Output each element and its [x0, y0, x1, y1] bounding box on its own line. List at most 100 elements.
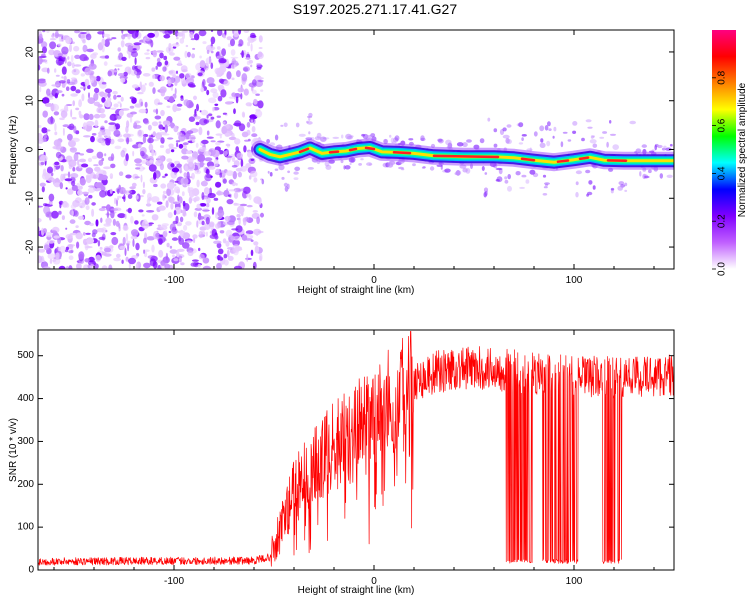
noise-blob — [135, 195, 139, 200]
noise-blob — [88, 194, 93, 199]
noise-blob — [206, 49, 210, 55]
noise-blob — [250, 43, 253, 52]
signal-scatter — [483, 187, 489, 193]
signal-scatter — [506, 124, 512, 128]
signal-scatter — [666, 174, 673, 178]
noise-blob — [258, 35, 263, 43]
noise-blob — [191, 139, 196, 143]
signal-scatter — [654, 144, 657, 151]
noise-blob — [111, 37, 117, 40]
signal-scatter — [438, 138, 444, 144]
noise-blob — [231, 228, 239, 231]
noise-blob — [65, 234, 73, 239]
signal-scatter — [539, 125, 545, 132]
noise-blob — [128, 257, 136, 265]
noise-blob — [140, 150, 145, 157]
noise-blob — [106, 210, 110, 219]
noise-blob — [142, 73, 151, 77]
noise-blob — [122, 225, 129, 231]
noise-blob — [195, 142, 199, 148]
noise-blob — [259, 255, 262, 261]
noise-blob — [128, 53, 131, 59]
noise-blob — [217, 30, 223, 37]
noise-blob — [183, 172, 187, 178]
noise-blob — [135, 263, 139, 269]
noise-blob — [219, 172, 222, 178]
noise-blob — [117, 68, 120, 71]
noise-blob — [234, 138, 241, 145]
noise-blob — [146, 210, 155, 213]
noise-blob — [140, 174, 143, 183]
noise-blob — [228, 136, 237, 141]
noise-blob — [159, 86, 167, 94]
noise-blob — [146, 236, 155, 241]
noise-blob — [123, 187, 126, 194]
noise-blob — [66, 79, 71, 84]
noise-blob — [196, 203, 201, 209]
noise-blob — [181, 191, 185, 197]
noise-blob — [225, 149, 230, 154]
noise-blob — [137, 91, 144, 95]
noise-blob — [101, 227, 107, 234]
noise-blob — [208, 221, 215, 228]
noise-blob — [159, 163, 164, 171]
signal-scatter — [544, 182, 550, 185]
noise-blob — [156, 61, 162, 67]
noise-blob — [218, 78, 224, 84]
signal-scatter — [445, 139, 452, 146]
snr-x-axis-label: Height of straight line (km) — [298, 585, 415, 596]
noise-blob — [226, 249, 230, 257]
signal-scatter — [515, 171, 521, 176]
noise-blob — [159, 225, 168, 231]
signal-scatter — [519, 186, 526, 189]
noise-blob — [188, 158, 194, 168]
signal-scatter — [366, 162, 373, 166]
noise-blob — [77, 215, 85, 220]
noise-blob — [171, 167, 180, 173]
signal-scatter — [629, 120, 636, 125]
noise-blob — [192, 47, 196, 50]
signal-scatter — [267, 170, 270, 174]
signal-scatter — [332, 136, 340, 139]
noise-blob — [84, 67, 92, 76]
noise-blob — [215, 120, 221, 129]
noise-blob — [61, 215, 65, 221]
noise-blob — [63, 75, 67, 82]
noise-blob — [171, 43, 180, 47]
noise-blob — [241, 234, 248, 241]
noise-blob — [59, 182, 63, 190]
noise-blob — [135, 167, 141, 170]
noise-blob — [73, 210, 79, 217]
noise-blob — [216, 115, 221, 118]
noise-blob — [250, 158, 255, 161]
noise-blob — [105, 139, 111, 146]
noise-blob — [93, 101, 101, 107]
signal-scatter — [575, 170, 583, 175]
noise-blob — [254, 75, 262, 82]
noise-blob — [58, 35, 62, 42]
noise-blob — [172, 201, 178, 205]
noise-blob — [42, 30, 46, 33]
noise-blob — [47, 67, 50, 74]
noise-blob — [73, 45, 80, 52]
signal-scatter — [389, 134, 392, 138]
noise-blob — [207, 165, 216, 170]
noise-blob — [238, 30, 242, 35]
noise-blob — [54, 123, 57, 132]
noise-blob — [74, 54, 81, 60]
noise-blob — [232, 30, 240, 38]
noise-blob — [43, 205, 51, 215]
noise-blob — [65, 265, 69, 269]
noise-blob — [67, 56, 70, 60]
noise-blob — [117, 195, 122, 199]
noise-blob — [71, 78, 78, 85]
noise-blob — [166, 158, 173, 163]
noise-blob — [111, 236, 119, 246]
signal-scatter — [394, 135, 400, 141]
noise-blob — [93, 113, 101, 119]
noise-blob — [70, 93, 78, 97]
noise-blob — [160, 109, 165, 117]
noise-blob — [251, 89, 257, 95]
noise-blob — [232, 30, 235, 34]
